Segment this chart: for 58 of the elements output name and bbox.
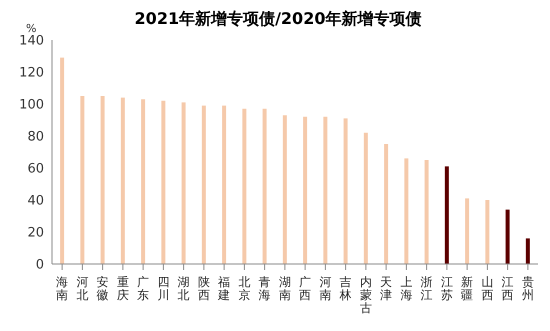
y-tick-label: 140 — [19, 34, 44, 49]
bar — [182, 102, 186, 264]
x-tick-label: 四川 — [157, 275, 170, 302]
bar — [60, 58, 64, 264]
y-tick-label: 80 — [27, 130, 44, 145]
y-tick-label: 60 — [27, 162, 44, 177]
bar — [344, 118, 348, 264]
bar — [303, 116, 308, 264]
y-tick-label: 100 — [19, 98, 44, 113]
x-tick-label: 贵州 — [522, 275, 534, 302]
x-tick-label: 天津 — [380, 275, 392, 302]
bar — [100, 96, 105, 264]
bar — [242, 108, 246, 264]
bar — [323, 116, 328, 264]
x-tick-label: 广西 — [299, 275, 312, 302]
x-tick-label: 海南 — [56, 275, 68, 302]
y-tick-label: 40 — [27, 194, 44, 209]
x-tick-label: 吉林 — [338, 275, 352, 302]
x-tick-label: 青海 — [258, 275, 271, 302]
x-tick-label: 江苏 — [440, 275, 453, 302]
bar — [202, 106, 206, 264]
x-tick-label: 北京 — [238, 275, 250, 302]
bar — [141, 99, 146, 264]
bar — [282, 115, 287, 264]
bar — [404, 158, 408, 264]
bar — [506, 210, 510, 264]
chart-title: 2021年新增专项债/2020年新增专项债 — [134, 9, 422, 28]
x-tick-label: 内蒙古 — [360, 275, 372, 315]
bar — [364, 132, 368, 264]
bar — [465, 198, 470, 264]
x-tick-label: 广东 — [137, 275, 150, 302]
x-tick-label: 重庆 — [116, 275, 129, 302]
bar — [120, 98, 125, 264]
x-tick-label: 江西 — [502, 275, 514, 302]
x-tick-label: 河北 — [76, 275, 88, 302]
y-tick-label: 120 — [19, 66, 44, 81]
bar — [262, 108, 267, 264]
bar — [444, 166, 449, 264]
bar — [485, 200, 490, 264]
y-axis-title: % — [26, 22, 36, 35]
bar — [526, 238, 530, 264]
x-tick-label: 陕西 — [198, 275, 210, 302]
x-tick-label: 上海 — [400, 275, 412, 302]
bar — [384, 144, 388, 264]
bar — [424, 160, 429, 264]
x-tick-label: 安徽 — [96, 275, 109, 302]
x-tick-label: 山西 — [481, 275, 494, 302]
bar — [161, 100, 166, 264]
x-tick-label: 新疆 — [461, 275, 474, 302]
x-tick-label: 湖南 — [278, 275, 291, 302]
x-tick-label: 河南 — [319, 275, 332, 302]
bar — [222, 106, 226, 264]
x-tick-label: 福建 — [217, 275, 230, 302]
x-tick-label: 浙江 — [420, 275, 433, 302]
x-tick-label: 湖北 — [178, 275, 190, 302]
bar — [80, 96, 84, 264]
y-tick-label: 20 — [27, 226, 44, 241]
y-tick-label: 0 — [36, 258, 44, 273]
